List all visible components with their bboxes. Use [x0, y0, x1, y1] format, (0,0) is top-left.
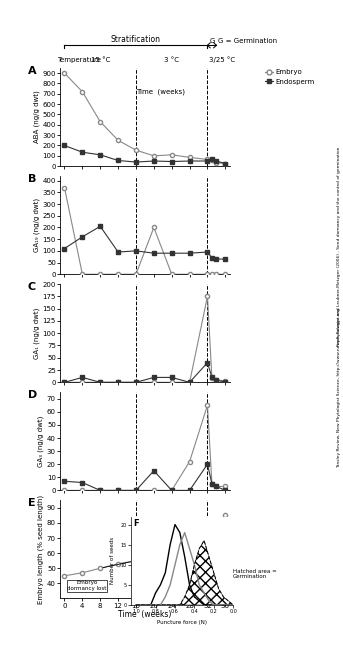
Y-axis label: GA₁ (ng/g dwt): GA₁ (ng/g dwt)	[33, 307, 39, 359]
Text: E: E	[28, 498, 35, 509]
Text: Hatched area =
Germination: Hatched area = Germination	[233, 569, 277, 579]
Text: 3 °C: 3 °C	[164, 56, 179, 63]
Y-axis label: GA₃ (ng/g dwt): GA₃ (ng/g dwt)	[38, 415, 44, 467]
Text: G: G	[209, 38, 215, 44]
Text: Tansley Review, New Phytologist Science, http://www.newphytologist.org: Tansley Review, New Phytologist Science,…	[337, 308, 341, 468]
X-axis label: Puncture force (N): Puncture force (N)	[157, 620, 207, 624]
Y-axis label: Number of seeds: Number of seeds	[110, 537, 115, 584]
Text: Embryo
dormancy lost: Embryo dormancy lost	[67, 580, 107, 591]
Text: Finch-Savage and Leubner-Metzger (2006) - Seed dormancy and the control of germi: Finch-Savage and Leubner-Metzger (2006) …	[337, 146, 341, 345]
Y-axis label: GA₁₉ (ng/g dwt): GA₁₉ (ng/g dwt)	[33, 198, 39, 252]
Text: 3/25 °C: 3/25 °C	[209, 56, 235, 63]
Y-axis label: Embryo length (% seed length): Embryo length (% seed length)	[38, 495, 44, 604]
Text: 15 °C: 15 °C	[91, 56, 110, 63]
Text: Time  (weeks): Time (weeks)	[136, 89, 185, 95]
Text: B: B	[28, 174, 36, 184]
Text: Stratification: Stratification	[111, 35, 161, 44]
Text: A: A	[28, 66, 36, 76]
Text: Temperature: Temperature	[57, 56, 100, 63]
Text: C: C	[28, 282, 36, 292]
Y-axis label: ABA (ng/g dwt): ABA (ng/g dwt)	[33, 91, 39, 144]
Text: G = Germination: G = Germination	[218, 38, 277, 44]
X-axis label: Time  (weeks): Time (weeks)	[118, 610, 172, 619]
Text: F: F	[133, 519, 139, 528]
Text: D: D	[28, 390, 37, 400]
Legend: Embryo, Endosperm: Embryo, Endosperm	[265, 69, 315, 85]
